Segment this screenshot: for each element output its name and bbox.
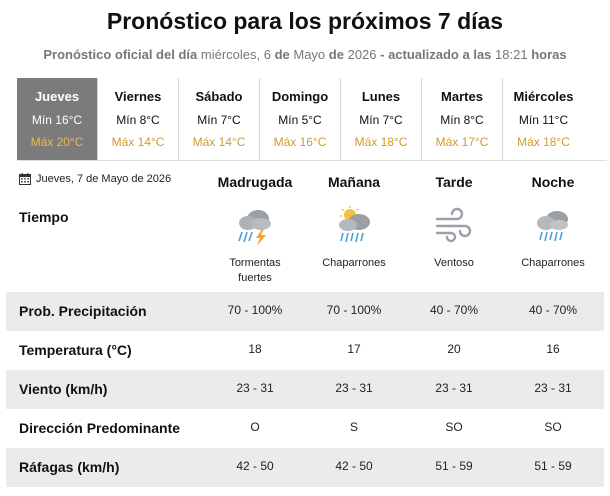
row-temperature: Temperatura (°C) 18 17 20 16 [6, 331, 604, 370]
weather-tarde: Ventoso [404, 205, 504, 271]
day-name: Jueves [34, 89, 80, 104]
day-min-temp: Mín 7°C [197, 113, 241, 127]
row-value: 16 [546, 342, 560, 356]
day-name: Miércoles [513, 89, 574, 104]
thunderstorm-icon [238, 210, 271, 246]
period-noche: Noche [531, 174, 575, 190]
selected-date: Jueves, 7 de Mayo de 2026 [19, 173, 171, 185]
day-tab-viernes[interactable]: Viernes Mín 8°C Máx 14°C [98, 78, 179, 160]
day-name: Sábado [195, 89, 243, 104]
row-gusts: Ráfagas (km/h) 42 - 50 42 - 50 51 - 59 5… [6, 448, 604, 487]
row-value: SO [544, 420, 562, 434]
row-value: 18 [248, 342, 262, 356]
row-value: SO [445, 420, 463, 434]
day-tab-domingo[interactable]: Domingo Mín 5°C Máx 16°C [260, 78, 341, 160]
period-madrugada: Madrugada [217, 174, 293, 190]
day-max-temp: Máx 14°C [111, 135, 165, 149]
day-min-temp: Mín 11°C [518, 113, 569, 127]
row-value: 70 - 100% [326, 303, 382, 317]
row-value: 51 - 59 [534, 459, 572, 473]
weather-label: Tormentas fuertes [229, 257, 281, 284]
day-min-temp: Mín 5°C [278, 113, 322, 127]
weather-label: Ventoso [434, 257, 474, 269]
row-value: 23 - 31 [335, 381, 373, 395]
row-label: Viento (km/h) [19, 381, 108, 397]
row-value: 23 - 31 [435, 381, 473, 395]
row-value: 40 - 70% [528, 303, 578, 317]
day-tab-jueves[interactable]: Jueves Mín 16°C Máx 20°C [17, 78, 98, 160]
weather-label: Chaparrones [322, 257, 386, 269]
period-manana: Mañana [327, 174, 381, 190]
row-value: O [250, 420, 260, 434]
day-tab-martes[interactable]: Martes Mín 8°C Máx 17°C [422, 78, 503, 160]
day-min-temp: Mín 8°C [440, 113, 484, 127]
row-label: Ráfagas (km/h) [19, 459, 120, 475]
weather-madrugada: Tormentas fuertes [205, 205, 305, 286]
day-max-temp: Máx 14°C [192, 135, 246, 149]
divider [17, 160, 607, 161]
row-label: Prob. Precipitación [19, 303, 147, 319]
row-precipitation: Prob. Precipitación 70 - 100% 70 - 100% … [6, 292, 604, 331]
day-max-temp: Máx 20°C [30, 135, 84, 149]
day-name: Domingo [271, 89, 329, 104]
day-max-temp: Máx 18°C [517, 135, 570, 149]
tiempo-label: Tiempo [19, 209, 69, 225]
period-tarde: Tarde [435, 174, 473, 190]
day-name: Viernes [114, 89, 162, 104]
row-value: 42 - 50 [236, 459, 274, 473]
row-direction: Dirección Predominante O S SO SO [6, 409, 604, 448]
row-value: 40 - 70% [429, 303, 479, 317]
row-value: 23 - 31 [236, 381, 274, 395]
weather-manana: Chaparrones [304, 205, 404, 271]
cloud-rain-icon [537, 211, 568, 242]
day-min-temp: Mín 8°C [116, 113, 160, 127]
calendar-icon [19, 173, 31, 185]
period-headers: Madrugada Mañana Tarde Noche [0, 174, 610, 194]
day-max-temp: Máx 18°C [354, 135, 408, 149]
day-max-temp: Máx 16°C [273, 135, 327, 149]
day-name: Martes [441, 89, 483, 104]
row-label: Dirección Predominante [19, 420, 181, 436]
row-value: 51 - 59 [435, 459, 473, 473]
sun-cloud-rain-icon [339, 206, 370, 243]
wind-icon [435, 207, 472, 243]
row-value: 23 - 31 [534, 381, 572, 395]
row-value: 70 - 100% [227, 303, 283, 317]
row-wind: Viento (km/h) 23 - 31 23 - 31 23 - 31 23… [6, 370, 604, 409]
day-tab-sabado[interactable]: Sábado Mín 7°C Máx 14°C [179, 78, 260, 160]
row-value: 17 [347, 342, 361, 356]
row-value: S [349, 420, 358, 434]
weather-label: Chaparrones [521, 257, 585, 269]
day-selector: Jueves Mín 16°C Máx 20°C Viernes Mín 8°C… [17, 78, 587, 160]
day-tab-miercoles[interactable]: Miércoles Mín 11°C Máx 18°C [503, 78, 584, 160]
page-title: Pronóstico para los próximos 7 días [106, 8, 504, 34]
day-min-temp: Mín 16°C [31, 113, 83, 127]
weather-noche: Chaparrones [503, 205, 603, 271]
day-tab-lunes[interactable]: Lunes Mín 7°C Máx 18°C [341, 78, 422, 160]
row-value: 42 - 50 [335, 459, 373, 473]
selected-date-text: Jueves, 7 de Mayo de 2026 [36, 173, 172, 185]
row-label: Temperatura (°C) [19, 342, 132, 358]
day-max-temp: Máx 17°C [435, 135, 489, 149]
page-subtitle: Pronóstico oficial del día miércoles, 6 … [43, 47, 567, 62]
day-min-temp: Mín 7°C [359, 113, 403, 127]
day-name: Lunes [361, 89, 401, 104]
row-value: 20 [447, 342, 461, 356]
